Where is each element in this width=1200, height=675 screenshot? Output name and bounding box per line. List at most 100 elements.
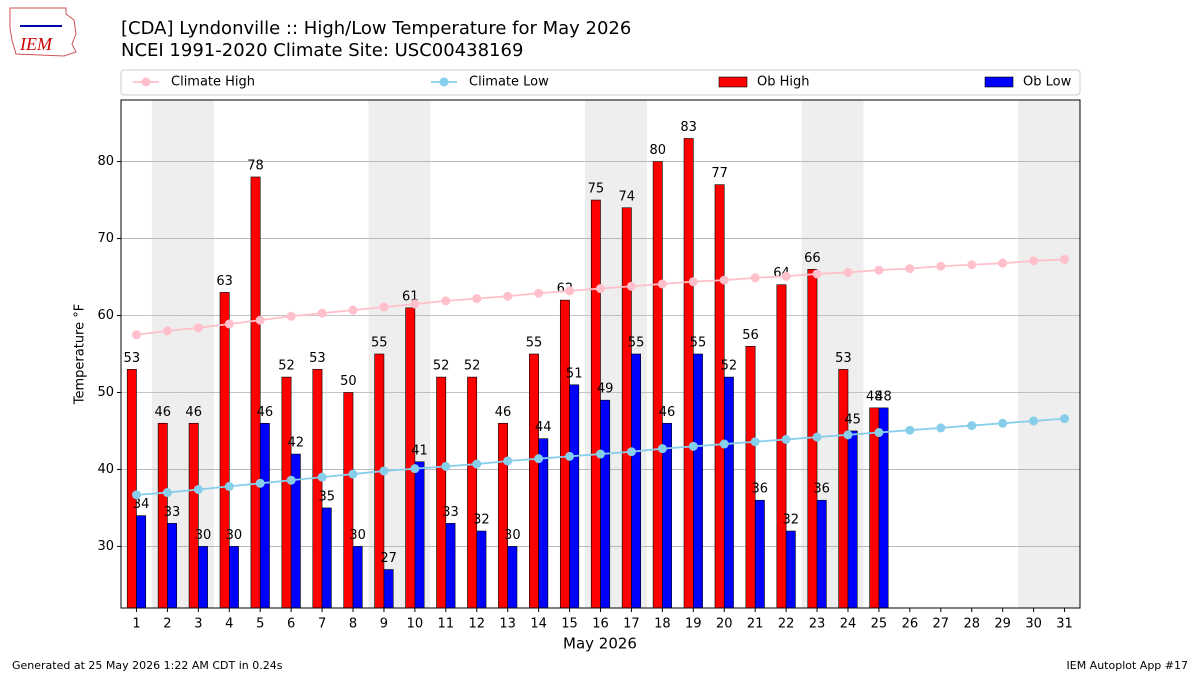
- bar: [847, 430, 858, 609]
- bar: [383, 569, 394, 609]
- x-tick-label: 19: [685, 617, 702, 632]
- data-label: 45: [844, 412, 861, 427]
- line-marker: [812, 269, 822, 279]
- x-tick-label: 9: [380, 617, 388, 632]
- chart-subtitle: NCEI 1991-2020 Climate Site: USC00438169: [121, 40, 523, 61]
- data-label: 52: [464, 359, 481, 374]
- y-tick-label: 80: [97, 154, 114, 169]
- line-marker: [255, 315, 265, 325]
- data-label: 63: [216, 274, 233, 289]
- line-marker: [781, 434, 791, 444]
- line-marker: [410, 464, 420, 474]
- data-label: 36: [752, 482, 769, 497]
- bar: [343, 392, 354, 609]
- bar: [507, 546, 518, 609]
- x-tick-label: 31: [1056, 617, 1073, 632]
- x-tick-label: 23: [809, 617, 826, 632]
- line-marker: [1029, 256, 1039, 266]
- data-label: 34: [133, 497, 150, 512]
- bar: [136, 515, 147, 609]
- line-marker: [348, 469, 358, 479]
- bar: [776, 284, 787, 609]
- x-tick-label: 28: [963, 617, 980, 632]
- x-tick-label: 1: [132, 617, 140, 632]
- legend-label: Climate Low: [469, 75, 549, 90]
- x-tick-label: 27: [933, 617, 950, 632]
- y-tick-label: 40: [97, 462, 114, 477]
- bar: [621, 207, 632, 609]
- line-marker: [874, 265, 884, 275]
- x-tick-label: 10: [407, 617, 424, 632]
- line-marker: [162, 326, 172, 336]
- data-label: 50: [340, 374, 357, 389]
- bar: [219, 292, 230, 609]
- x-axis-label: May 2026: [563, 635, 637, 653]
- bar: [754, 499, 765, 609]
- data-label: 30: [226, 528, 243, 543]
- data-label: 46: [495, 405, 512, 420]
- bar: [693, 353, 703, 609]
- bar: [436, 376, 447, 609]
- bar: [590, 199, 601, 609]
- line-marker: [255, 478, 265, 488]
- line-marker: [596, 284, 605, 294]
- line-marker: [472, 459, 482, 469]
- bar: [445, 523, 456, 609]
- x-tick-label: 17: [623, 617, 640, 632]
- bar: [259, 422, 270, 609]
- line-marker: [317, 472, 327, 482]
- logo-text: IEM: [19, 34, 53, 54]
- x-tick-label: 26: [902, 617, 919, 632]
- line-marker: [750, 437, 760, 447]
- data-label: 53: [124, 351, 141, 366]
- bar: [569, 384, 580, 609]
- bar: [188, 422, 199, 609]
- bar: [281, 376, 292, 609]
- x-tick-label: 30: [1025, 617, 1042, 632]
- data-label: 32: [782, 513, 799, 528]
- weekend-shade: [1049, 100, 1080, 608]
- line-marker: [565, 451, 575, 461]
- line-marker: [719, 275, 729, 285]
- line-marker: [1060, 414, 1070, 424]
- line-marker: [503, 291, 513, 301]
- bar: [816, 499, 827, 609]
- line-marker: [936, 423, 946, 433]
- bar: [723, 376, 734, 609]
- line-marker: [441, 461, 451, 471]
- footer-left: Generated at 25 May 2026 1:22 AM CDT in …: [12, 659, 283, 672]
- data-label: 55: [628, 336, 645, 351]
- data-label: 83: [680, 120, 697, 135]
- data-label: 30: [504, 528, 521, 543]
- y-tick-label: 30: [97, 539, 114, 554]
- x-tick-label: 2: [163, 617, 171, 632]
- data-label: 35: [318, 489, 335, 504]
- y-tick-label: 50: [97, 385, 114, 400]
- legend-marker: [141, 77, 151, 87]
- data-label: 46: [659, 405, 676, 420]
- bar: [600, 399, 611, 609]
- line-marker: [131, 490, 141, 500]
- data-label: 80: [649, 143, 666, 158]
- line-marker: [626, 281, 636, 291]
- bar: [838, 369, 849, 609]
- line-marker: [317, 308, 327, 318]
- line-marker: [843, 430, 853, 440]
- line-marker: [286, 311, 296, 321]
- line-marker: [472, 294, 482, 304]
- line-marker: [441, 296, 451, 306]
- data-label: 53: [309, 351, 326, 366]
- line-marker: [193, 323, 203, 333]
- bar: [714, 184, 725, 609]
- data-label: 53: [835, 351, 852, 366]
- data-label: 77: [711, 166, 728, 181]
- line-marker: [379, 302, 389, 312]
- data-label: 56: [742, 328, 759, 343]
- x-tick-label: 6: [287, 617, 295, 632]
- data-label: 32: [473, 513, 490, 528]
- line-marker: [348, 305, 358, 315]
- bar: [538, 438, 549, 609]
- legend-marker: [439, 77, 449, 87]
- data-label: 55: [526, 336, 543, 351]
- line-marker: [410, 299, 420, 309]
